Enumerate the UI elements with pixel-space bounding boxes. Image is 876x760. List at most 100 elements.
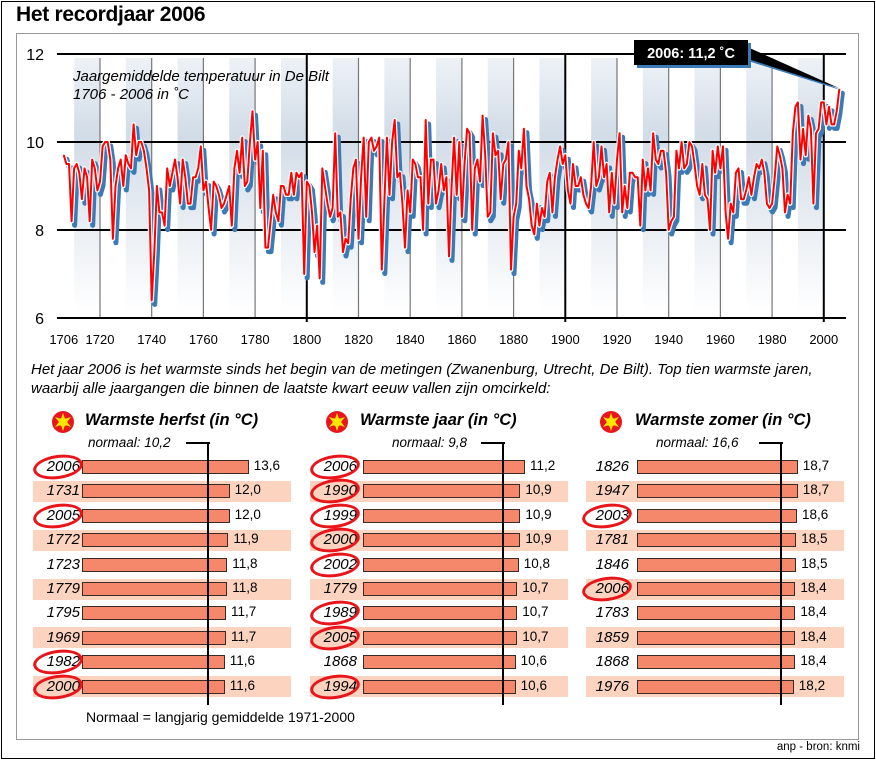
data-point: [417, 176, 419, 178]
x-tick-label: 1840: [396, 332, 425, 347]
data-point: [603, 176, 605, 178]
year-label: 1868: [595, 653, 629, 671]
data-point: [649, 189, 652, 191]
data-point: [226, 194, 228, 196]
value-label: 18,4: [800, 628, 827, 644]
data-point: [823, 101, 825, 103]
data-point: [301, 172, 303, 174]
data-point: [712, 150, 714, 152]
bar: [363, 655, 516, 670]
data-point: [344, 238, 347, 240]
bar: [637, 557, 797, 572]
year-label: 2006: [46, 458, 80, 475]
data-point: [681, 141, 683, 143]
year-label: 1826: [595, 458, 629, 475]
data-point: [316, 225, 318, 227]
data-point: [334, 132, 336, 134]
data-point: [233, 167, 236, 169]
data-point: [138, 141, 140, 143]
bar: [82, 533, 229, 548]
callout-pointer: [745, 46, 840, 89]
data-point: [407, 189, 409, 191]
data-point: [608, 211, 610, 213]
y-tick-label: 10: [26, 135, 44, 152]
data-point: [277, 220, 279, 222]
year-label: 2000: [46, 677, 80, 695]
x-tick-label: 1920: [603, 332, 632, 347]
data-point: [81, 198, 83, 200]
value-label: 11,6: [229, 653, 256, 669]
value-label: 11,8: [232, 555, 258, 571]
data-point: [774, 176, 776, 178]
data-point: [582, 194, 584, 196]
year-label: 1990: [323, 482, 357, 500]
panel-title: Warmste herfst (in °C): [85, 411, 259, 429]
data-point: [559, 145, 561, 147]
value-label: 12,0: [234, 506, 261, 522]
data-point: [223, 203, 225, 205]
data-point: [264, 247, 267, 249]
year-label: 1779: [323, 580, 357, 597]
data-point: [257, 141, 259, 143]
data-point: [339, 211, 341, 213]
data-point: [241, 137, 243, 139]
bar: [82, 582, 228, 596]
data-point: [704, 194, 706, 196]
data-point: [768, 207, 771, 209]
data-point: [569, 203, 572, 205]
value-label: 11,9: [233, 531, 259, 547]
data-point: [722, 145, 724, 147]
data-point: [303, 273, 305, 275]
data-point: [337, 216, 339, 218]
x-tick-label: 1820: [344, 332, 373, 347]
data-point: [427, 203, 429, 205]
bar: [82, 484, 230, 499]
year-label: 1982: [46, 653, 80, 671]
data-point: [481, 115, 484, 117]
data-point: [575, 185, 577, 187]
data-point: [176, 176, 179, 178]
data-point: [787, 194, 789, 196]
normal-marker: [759, 442, 783, 444]
bar: [637, 655, 796, 670]
data-point: [812, 203, 815, 205]
data-point: [784, 211, 786, 213]
bar: [363, 533, 521, 548]
data-point: [182, 159, 184, 161]
data-point: [220, 207, 223, 209]
data-point: [474, 167, 476, 169]
data-point: [647, 167, 649, 169]
data-point: [564, 154, 566, 156]
data-point: [70, 220, 73, 222]
data-point: [750, 194, 753, 196]
data-point: [507, 141, 510, 143]
data-point: [352, 167, 354, 169]
data-point: [528, 198, 530, 200]
year-label: 1846: [595, 555, 629, 573]
bar: [637, 630, 796, 645]
data-point: [445, 176, 447, 178]
bar: [637, 460, 798, 474]
bar: [363, 557, 519, 572]
normal-label: normaal: 16,6: [656, 435, 739, 450]
data-point: [660, 150, 662, 152]
data-point: [153, 251, 155, 253]
data-point: [562, 163, 564, 165]
data-point: [365, 216, 367, 218]
data-point: [409, 211, 411, 213]
y-tick-label: 8: [35, 223, 44, 240]
normal-label: normaal: 10,2: [88, 435, 171, 450]
bar: [82, 460, 249, 474]
bar: [637, 606, 796, 621]
data-point: [611, 172, 613, 174]
data-point: [267, 247, 269, 249]
value-label: 18,4: [800, 604, 827, 620]
data-point: [755, 163, 758, 165]
data-point: [549, 172, 551, 174]
normal-marker: [186, 442, 211, 444]
page-title: Het recordjaar 2006: [16, 3, 206, 26]
value-label: 10,7: [522, 628, 549, 644]
data-point: [143, 150, 145, 152]
data-point: [293, 194, 295, 196]
sun-icon: [600, 411, 622, 433]
